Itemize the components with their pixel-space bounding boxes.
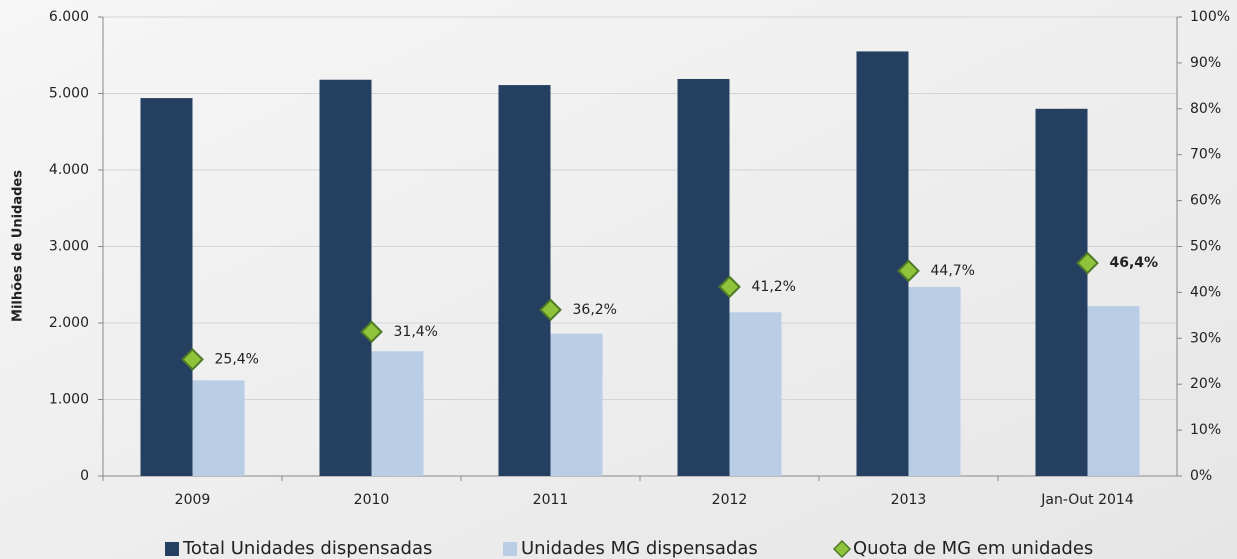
marker	[360, 320, 383, 344]
y-tick-label: 6.000	[49, 9, 89, 25]
data-label: 25,4%	[215, 351, 259, 367]
legend-swatch	[165, 542, 179, 556]
marker	[718, 275, 741, 299]
bar	[1035, 108, 1088, 477]
bar	[319, 79, 372, 476]
legend-swatch	[503, 542, 517, 556]
y-tick-label: 3.000	[49, 239, 89, 255]
y-tick-label: 5.000	[49, 86, 89, 102]
x-tick-label: Jan-Out 2014	[1040, 492, 1134, 508]
x-tick-label: 2009	[175, 492, 211, 508]
x-tick-label: 2013	[891, 492, 927, 508]
data-label: 41,2%	[752, 279, 796, 295]
y2-tick-label: 70%	[1190, 147, 1221, 163]
bar	[498, 85, 551, 477]
x-tick-label: 2010	[354, 492, 390, 508]
marker	[539, 298, 562, 322]
y-tick-label: 1.000	[49, 392, 89, 408]
y-tick-label: 4.000	[49, 162, 89, 178]
y-tick-label: 0	[80, 468, 89, 484]
y2-tick-label: 30%	[1190, 330, 1221, 346]
y2-tick-label: 60%	[1190, 193, 1221, 209]
bar	[140, 98, 193, 476]
legend-swatch	[832, 539, 852, 559]
marker	[181, 347, 204, 371]
legend-label: Unidades MG dispensadas	[521, 538, 758, 559]
x-tick-label: 2012	[712, 492, 748, 508]
bar	[729, 312, 782, 476]
y2-tick-label: 20%	[1190, 376, 1221, 392]
legend-label: Quota de MG em unidades	[853, 538, 1093, 559]
marker	[897, 259, 920, 283]
y2-tick-label: 80%	[1190, 101, 1221, 117]
x-tick-label: 2011	[533, 492, 569, 508]
bar	[550, 333, 603, 476]
y2-tick-label: 100%	[1190, 9, 1230, 25]
y-axis-label: Milhões de Unidades	[11, 170, 26, 322]
bar	[908, 287, 961, 476]
data-label: 31,4%	[394, 324, 438, 340]
bar	[192, 380, 245, 476]
y2-tick-label: 10%	[1190, 422, 1221, 438]
bar	[371, 351, 424, 476]
legend-label: Total Unidades dispensadas	[182, 538, 432, 559]
data-label: 36,2%	[573, 302, 617, 318]
data-label: 46,4%	[1110, 255, 1159, 271]
y-tick-label: 2.000	[49, 315, 89, 331]
y2-tick-label: 90%	[1190, 55, 1221, 71]
y2-tick-label: 50%	[1190, 239, 1221, 255]
bar	[677, 78, 730, 476]
marker	[1076, 251, 1099, 275]
data-label: 44,7%	[931, 263, 975, 279]
y2-tick-label: 0%	[1190, 468, 1212, 484]
y2-tick-label: 40%	[1190, 284, 1221, 300]
bar	[856, 51, 909, 477]
bar	[1087, 306, 1140, 476]
